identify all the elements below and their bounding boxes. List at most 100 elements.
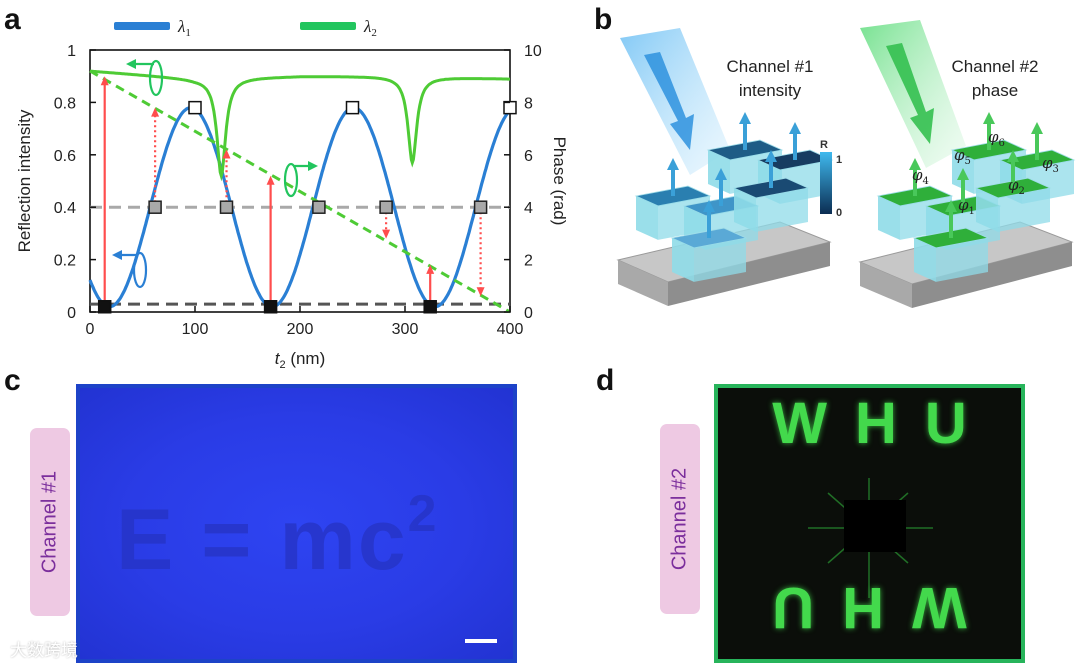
colorbar-gradient [820,152,832,214]
axis-indicator-green-left [126,59,164,97]
panel-letter-a: a [4,3,21,36]
y-left-tick-label-2: 0.4 [54,200,76,217]
solid-arrow-2-head [426,264,435,274]
pillar-c2-0-arrow-head [983,112,995,124]
colorbar-min: 0 [836,207,842,219]
grey-marker-3 [379,200,393,214]
grey-marker-2 [312,200,326,214]
panel-a: a λ1 λ2 0 100 200 300 400 0 0.2 0.4 0.6 0.8 1 0 2 4 6 8… [0,0,570,371]
metasurface-schematic: b Channel #1 intensity R 1 0 [594,3,1076,308]
panel-letter-c: c [4,364,21,397]
plot-frame [89,49,511,313]
x-tick-label-2: 200 [287,321,314,338]
channel2-side-label-text: Channel #2 [668,467,691,571]
pillar-c2-4-front [998,188,1050,232]
solid-arrow-1-head [266,175,275,185]
y-left-tick-label-3: 0.6 [54,148,76,165]
series-lambda1-line [88,105,512,309]
pillar-c1-5-left [672,238,694,282]
channel2-title-line2: phase [972,81,1018,100]
pillar-c1-0-left [708,150,730,194]
black-marker-2 [423,300,437,314]
pillar-c2-5-left [914,238,936,282]
grey-marker-0 [148,200,162,214]
channel1-title-line2: intensity [739,81,802,100]
series-phase-line [89,69,511,314]
channel2-phase-image: WHU WHU [714,384,1025,663]
black-marker-0 [97,300,112,314]
colorbar-max: 1 [836,154,842,166]
colorbar: R 1 0 [820,139,842,219]
pillar-c2-2-arrow-head [909,158,921,170]
x-tick-label-3: 300 [392,321,419,338]
open-marker-1 [345,100,360,115]
axis-indicator-green-right [283,161,318,198]
y-right-tick-label-1: 2 [524,253,533,270]
y-right-tick-label-3: 6 [524,148,533,165]
pillar-c1-4-left [734,188,756,232]
y-left-tick-label-5: 1 [67,43,76,60]
phase-label-3: φ3 [1042,154,1059,175]
pillar-c1-5-front [694,238,746,282]
channel2-module: Channel #2 phase φ1 φ2 φ3 φ4 φ5 φ6 [858,20,1076,308]
y-axis-right-title: Phase (rad) [550,137,569,226]
y-left-tick-label-1: 0.2 [54,253,76,270]
black-marker-1 [263,300,278,314]
x-axis-title: t2 (nm) [275,349,326,370]
dotted-arrow-2-head [382,229,391,239]
open-marker-0 [188,100,202,115]
phase-labels: φ1 φ2 φ3 φ4 φ5 φ6 [912,128,1059,217]
legend-label-lambda2: λ2 [363,17,377,39]
channel1-module: Channel #1 intensity R 1 0 [616,28,842,306]
pillar-c1-0-arrow-head [739,112,751,124]
pillar-c2-4-left [976,188,998,232]
pillar-c2-5-arrow-head [945,200,957,212]
y-right-tick-label-5: 10 [524,43,542,60]
phase-label-5: φ5 [954,146,971,167]
pillar-c1-1-arrow-head [789,122,801,134]
dotted-arrow-3-head [476,287,485,297]
pillar-c2-1-arrow-head [1031,122,1043,134]
y-axis-left-title: Reflection intensity [15,109,34,252]
channel2-side-label: Channel #2 [660,424,700,614]
channel2-title-line1: Channel #2 [952,57,1039,76]
pillar-c1-5-arrow-head [703,200,715,212]
marker-layer [97,100,517,314]
pillar-c1-4-front [756,188,808,232]
y-right-tick-label-0: 0 [524,305,533,322]
channel1-side-label: Channel #1 [30,428,70,616]
pillar-c1-2-left [636,196,658,240]
pillar-c1-3-arrow-head [715,168,727,180]
pillar-c2-4-arrow-head [1007,150,1019,162]
substrate-front-2 [912,242,1072,308]
legend-swatch-lambda2 [300,22,356,30]
phase-label-1: φ1 [958,196,975,217]
watermark: 大数跨境 [10,641,78,661]
series-lambda2-line [89,69,510,182]
substrate-left-1 [618,260,668,306]
x-tick-label-0: 0 [86,321,95,338]
colorbar-title: R [820,139,828,151]
x-tick-label-4: 400 [497,321,524,338]
formula-hologram: E = mc2 [116,484,439,590]
y-right-tick-label-4: 8 [524,95,533,112]
formula-main: E = mc [116,492,408,588]
pillar-c1-2-arrow-head [667,158,679,170]
pillar-c2-3-arrow-head [957,168,969,180]
channel1-intensity-image: E = mc2 [76,384,517,663]
substrate-left-2 [860,262,912,308]
dotted-arrow-1-head [222,149,231,159]
substrate-front-1 [668,242,830,306]
grey-marker-1 [219,200,234,214]
pillar-array-channel2 [876,112,1076,282]
open-marker-2 [503,100,517,115]
solid-arrow-0-head [100,76,109,86]
axis-indicator-blue-left [112,250,148,289]
pillar-c2-5-front [936,238,988,282]
incident-arrow-blue [644,52,694,150]
y-right-tick-label-2: 4 [524,200,533,217]
chart-legend: λ1 λ2 [114,17,377,39]
scale-bar [465,639,497,643]
channel1-title-line1: Channel #1 [727,57,814,76]
panel-letter-d: d [596,364,615,397]
